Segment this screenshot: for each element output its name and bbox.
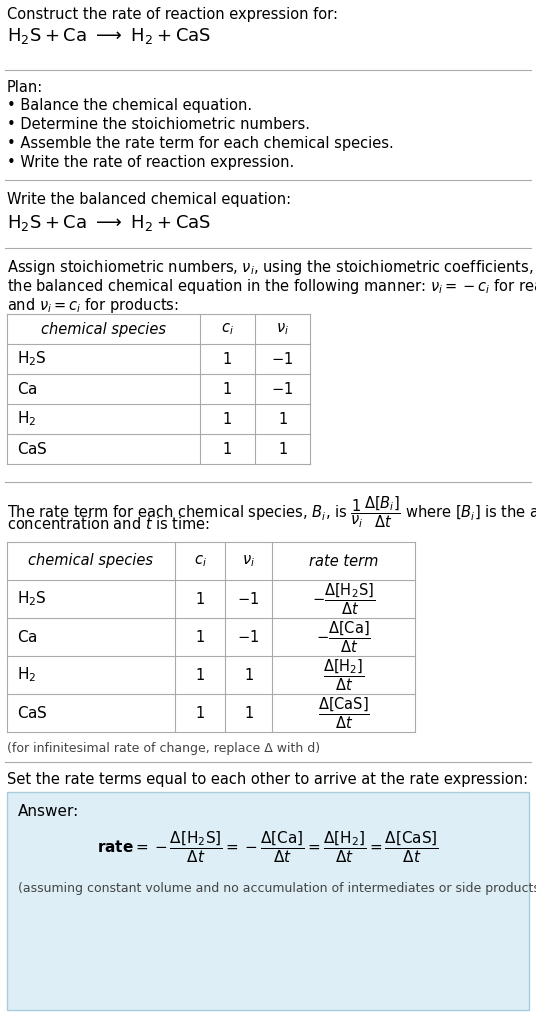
Text: (assuming constant volume and no accumulation of intermediates or side products): (assuming constant volume and no accumul… <box>18 882 536 895</box>
Text: Plan:: Plan: <box>7 80 43 95</box>
Text: Construct the rate of reaction expression for:: Construct the rate of reaction expressio… <box>7 7 338 22</box>
Text: chemical species: chemical species <box>41 322 166 337</box>
Text: $\nu_i$: $\nu_i$ <box>242 553 255 569</box>
Text: concentration and $t$ is time:: concentration and $t$ is time: <box>7 516 210 532</box>
Text: $\mathrm{H_2S + Ca\ \longrightarrow\ H_2 + CaS}$: $\mathrm{H_2S + Ca\ \longrightarrow\ H_2… <box>7 26 211 46</box>
Text: $c_i$: $c_i$ <box>221 321 234 337</box>
Text: Assign stoichiometric numbers, $\nu_i$, using the stoichiometric coefficients, $: Assign stoichiometric numbers, $\nu_i$, … <box>7 258 536 277</box>
Text: (for infinitesimal rate of change, replace Δ with d): (for infinitesimal rate of change, repla… <box>7 742 320 755</box>
Text: $c_i$: $c_i$ <box>193 553 206 569</box>
Text: $\mathrm{Ca}$: $\mathrm{Ca}$ <box>17 629 38 645</box>
Text: Set the rate terms equal to each other to arrive at the rate expression:: Set the rate terms equal to each other t… <box>7 772 528 787</box>
Text: $\mathrm{Ca}$: $\mathrm{Ca}$ <box>17 381 38 397</box>
Text: • Write the rate of reaction expression.: • Write the rate of reaction expression. <box>7 155 294 170</box>
Text: $-1$: $-1$ <box>271 351 294 367</box>
Text: $-1$: $-1$ <box>237 629 259 645</box>
Text: The rate term for each chemical species, $B_i$, is $\dfrac{1}{\nu_i}\dfrac{\Delt: The rate term for each chemical species,… <box>7 494 536 529</box>
Text: the balanced chemical equation in the following manner: $\nu_i = -c_i$ for react: the balanced chemical equation in the fo… <box>7 277 536 296</box>
Text: Answer:: Answer: <box>18 804 79 819</box>
Text: $\dfrac{\Delta[\mathrm{CaS}]}{\Delta t}$: $\dfrac{\Delta[\mathrm{CaS}]}{\Delta t}$ <box>317 695 369 731</box>
Text: $\mathrm{H_2S + Ca\ \longrightarrow\ H_2 + CaS}$: $\mathrm{H_2S + Ca\ \longrightarrow\ H_2… <box>7 213 211 233</box>
Text: $\mathrm{H_2S}$: $\mathrm{H_2S}$ <box>17 589 47 609</box>
Text: $-\dfrac{\Delta[\mathrm{Ca}]}{\Delta t}$: $-\dfrac{\Delta[\mathrm{Ca}]}{\Delta t}$ <box>316 619 371 655</box>
Text: and $\nu_i = c_i$ for products:: and $\nu_i = c_i$ for products: <box>7 296 179 315</box>
Text: 1: 1 <box>196 668 205 682</box>
Text: • Balance the chemical equation.: • Balance the chemical equation. <box>7 98 252 113</box>
Text: $\mathbf{rate} = -\dfrac{\Delta[\mathrm{H_2S}]}{\Delta t} = -\dfrac{\Delta[\math: $\mathbf{rate} = -\dfrac{\Delta[\mathrm{… <box>97 829 439 865</box>
Text: chemical species: chemical species <box>28 554 153 568</box>
Text: $\mathrm{CaS}$: $\mathrm{CaS}$ <box>17 441 48 457</box>
Text: $\dfrac{\Delta[\mathrm{H_2}]}{\Delta t}$: $\dfrac{\Delta[\mathrm{H_2}]}{\Delta t}$ <box>323 658 364 693</box>
Text: rate term: rate term <box>309 554 378 568</box>
Text: 1: 1 <box>223 382 232 396</box>
Text: $-1$: $-1$ <box>271 381 294 397</box>
Text: $\mathrm{H_2}$: $\mathrm{H_2}$ <box>17 666 36 684</box>
Text: $-\dfrac{\Delta[\mathrm{H_2S}]}{\Delta t}$: $-\dfrac{\Delta[\mathrm{H_2S}]}{\Delta t… <box>312 581 375 617</box>
Text: $\mathrm{H_2S}$: $\mathrm{H_2S}$ <box>17 349 47 369</box>
Text: • Assemble the rate term for each chemical species.: • Assemble the rate term for each chemic… <box>7 136 394 151</box>
Text: $1$: $1$ <box>278 441 287 457</box>
Text: 1: 1 <box>196 705 205 721</box>
Text: $1$: $1$ <box>278 411 287 427</box>
Text: 1: 1 <box>223 411 232 427</box>
FancyBboxPatch shape <box>7 792 529 1010</box>
Text: $-1$: $-1$ <box>237 591 259 607</box>
Text: 1: 1 <box>223 442 232 456</box>
Text: $1$: $1$ <box>243 705 254 721</box>
Text: Write the balanced chemical equation:: Write the balanced chemical equation: <box>7 192 291 207</box>
Text: 1: 1 <box>223 351 232 366</box>
Text: $\nu_i$: $\nu_i$ <box>276 321 289 337</box>
Text: 1: 1 <box>196 591 205 607</box>
Text: • Determine the stoichiometric numbers.: • Determine the stoichiometric numbers. <box>7 117 310 132</box>
Text: 1: 1 <box>196 629 205 644</box>
Text: $\mathrm{H_2}$: $\mathrm{H_2}$ <box>17 409 36 429</box>
Text: $\mathrm{CaS}$: $\mathrm{CaS}$ <box>17 705 48 721</box>
Text: $1$: $1$ <box>243 667 254 683</box>
